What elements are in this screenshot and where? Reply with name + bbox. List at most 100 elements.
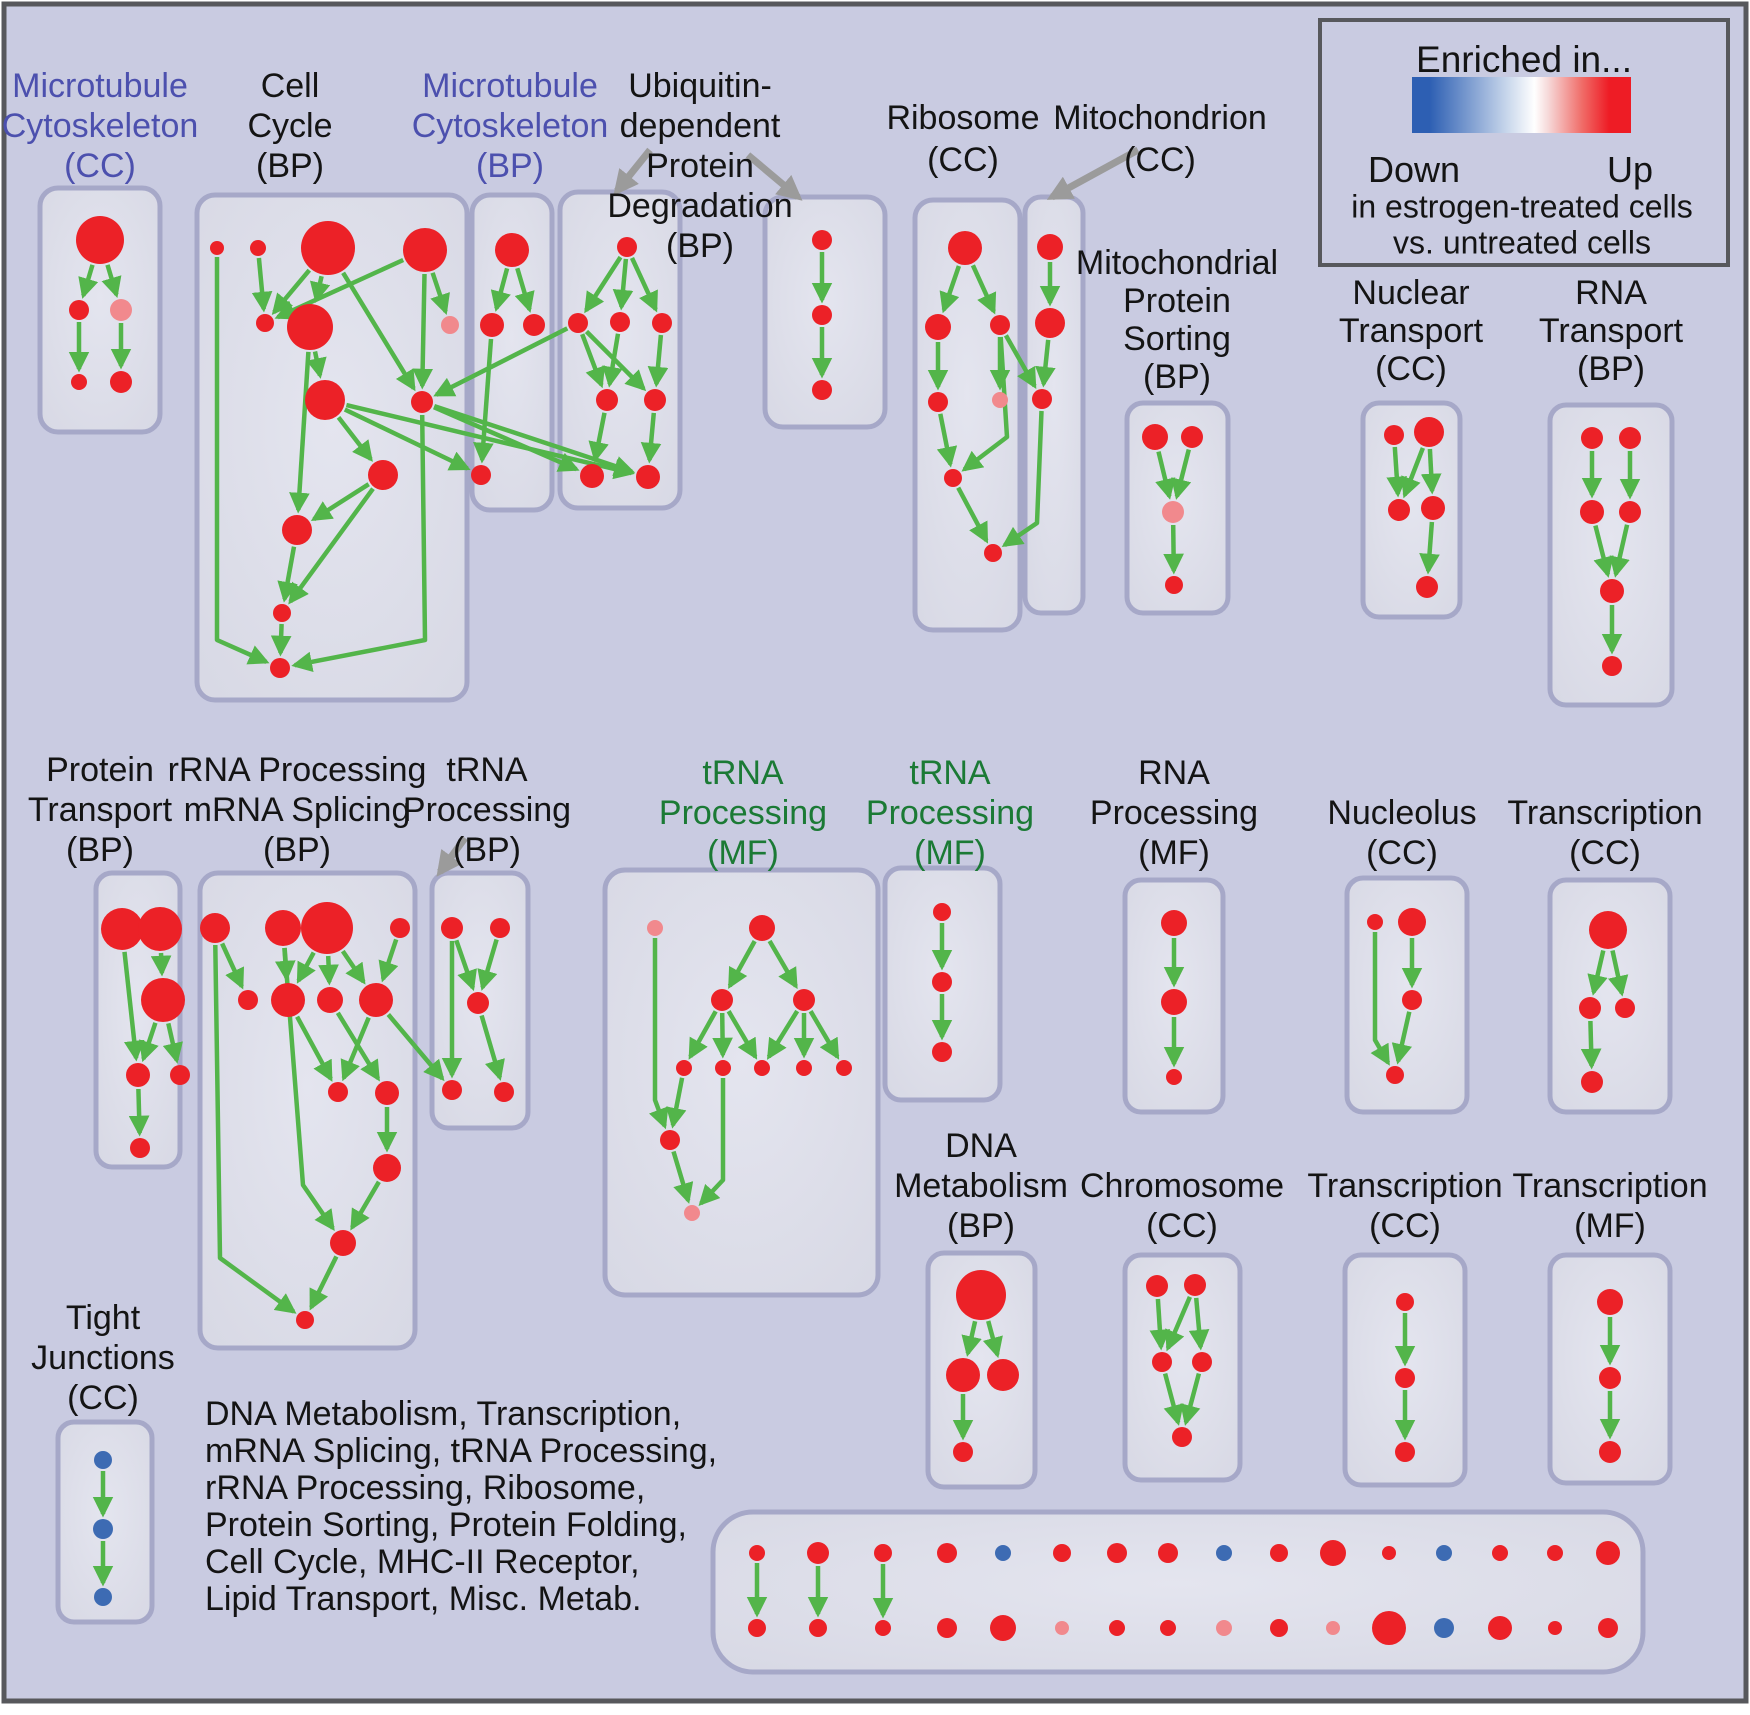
go-term-node-m1 (495, 233, 529, 267)
edge-g2-g3 (1035, 339, 1056, 388)
go-term-node-k5 (170, 1065, 190, 1085)
note-line: Lipid Transport, Misc. Metab. (205, 1580, 642, 1618)
edge-s1-s2 (961, 1320, 982, 1357)
go-term-node-t1 (1146, 1275, 1168, 1297)
go-term-node-w2 (93, 1519, 113, 1539)
edge-k3-k5 (162, 1022, 183, 1064)
group-label-mitochondrion-cc: (CC) (1124, 141, 1196, 179)
edge-b9-b13 (291, 414, 428, 673)
go-term-node-h1 (1142, 424, 1168, 450)
go-term-node-xt2 (807, 1542, 829, 1564)
go-term-node-k6 (130, 1138, 150, 1158)
edge-b8-m4 (343, 407, 471, 471)
group-label-trna-processing-bp: (BP) (453, 831, 521, 869)
go-term-node-k4 (126, 1063, 150, 1087)
go-term-node-l3 (301, 902, 353, 954)
edge-d0-d1 (584, 255, 623, 314)
go-term-node-xt6 (1053, 1544, 1071, 1562)
edge-r1-r3 (1608, 950, 1629, 997)
go-term-node-n5 (676, 1060, 692, 1076)
go-term-node-n7 (754, 1060, 770, 1076)
edge-i2-i3 (1401, 447, 1425, 499)
go-term-node-m3 (523, 314, 545, 336)
merged-terms-note: DNA Metabolism, Transcription, mRNA Spli… (205, 1396, 717, 1618)
go-term-node-m2 (480, 313, 504, 337)
go-term-node-b7 (441, 316, 459, 334)
go-term-node-r1 (1589, 911, 1627, 949)
group-box-trna-processing-mf-large (602, 867, 881, 1298)
edge-n6-n11 (698, 1078, 726, 1207)
go-term-node-k3 (141, 978, 185, 1022)
group-label-protein-transport-bp: Transport (28, 791, 173, 829)
go-term-node-j2 (1619, 427, 1641, 449)
group-label-transcription-cc-bottom: (CC) (1369, 1207, 1441, 1245)
go-term-node-f2 (925, 314, 951, 340)
edge-h1-h3 (1155, 451, 1176, 500)
edge-k2-k3 (150, 952, 172, 977)
go-term-node-t2 (1184, 1274, 1206, 1296)
group-label-ubiquitin-degradation-bp: dependent (620, 107, 781, 145)
edge-b3-b9 (341, 271, 416, 392)
go-term-node-b10 (368, 460, 398, 490)
go-term-node-h4 (1165, 576, 1183, 594)
group-box-mitochondrion-cc (1022, 194, 1086, 616)
go-term-node-o3 (932, 1042, 952, 1062)
group-label-mitochondrial-protein-sorting-bp: Protein (1123, 282, 1231, 320)
go-term-node-o1 (933, 903, 951, 921)
edge-b6-b11 (289, 351, 311, 514)
group-label-transcription-cc-bottom: Transcription (1307, 1167, 1502, 1205)
edge-f4-f6 (936, 413, 958, 468)
note-line: Cell Cycle, MHC-II Receptor, (205, 1543, 640, 1581)
callout-ubiquitin-right-icon (745, 152, 803, 201)
go-term-node-d2 (610, 312, 630, 332)
go-term-node-xt12 (1382, 1546, 1396, 1560)
go-term-node-t5 (1172, 1427, 1192, 1447)
go-term-node-b13 (270, 658, 290, 678)
edge-i1-i3 (1386, 446, 1408, 498)
go-term-node-j4 (1619, 501, 1641, 523)
edge-l3-l8 (340, 949, 366, 985)
edge-b3-b6 (309, 275, 331, 304)
edge-l8-mb1 (386, 1013, 445, 1082)
legend-subtitle-2: vs. untreated cells (1393, 224, 1651, 261)
go-term-node-v2 (1599, 1367, 1621, 1389)
go-term-node-xt7 (1107, 1543, 1127, 1563)
go-term-node-f4 (928, 392, 948, 412)
legend-subtitle-1: in estrogen-treated cells (1351, 188, 1693, 225)
go-term-node-l1 (200, 913, 230, 943)
group-label-cell-cycle-bp: (BP) (256, 147, 324, 185)
go-term-node-l9 (328, 1082, 348, 1102)
go-term-node-xb5 (990, 1615, 1016, 1641)
go-term-node-a1 (76, 216, 124, 264)
edge-b9-d6 (433, 405, 580, 472)
go-term-node-b8 (305, 380, 345, 420)
go-term-node-o2 (932, 972, 952, 992)
go-term-node-d6 (580, 464, 604, 488)
go-term-node-xt11 (1320, 1540, 1346, 1566)
go-term-node-mm (467, 992, 489, 1014)
go-term-node-r3 (1615, 998, 1635, 1018)
go-term-node-u1 (1396, 1293, 1414, 1311)
group-label-ubiquitin-degradation-bp: Ubiquitin- (628, 67, 772, 105)
go-term-node-j5 (1600, 579, 1624, 603)
go-term-node-f6 (944, 469, 962, 487)
go-term-node-a4 (71, 374, 87, 390)
group-label-microtubule-cytoskeleton-bp: (BP) (476, 147, 544, 185)
go-term-node-n4 (793, 989, 815, 1011)
edge-l12-l13 (309, 1255, 339, 1311)
go-term-node-xb11 (1326, 1621, 1340, 1635)
go-term-node-xt14 (1492, 1545, 1508, 1561)
group-label-mitochondrial-protein-sorting-bp: Sorting (1123, 320, 1231, 358)
go-term-node-n1 (647, 920, 663, 936)
go-term-node-xt16 (1596, 1541, 1620, 1565)
go-term-node-i4 (1421, 496, 1445, 520)
group-label-trna-processing-mf-small: (MF) (914, 834, 986, 872)
edge-d1-b9 (433, 326, 569, 397)
go-term-node-r2 (1579, 997, 1601, 1019)
edge-r1-r2 (1587, 949, 1608, 996)
group-label-trna-processing-bp: Processing (403, 791, 571, 829)
group-label-rna-processing-mf: (MF) (1138, 834, 1210, 872)
go-term-node-xt10 (1270, 1544, 1288, 1562)
edge-n4-n9 (808, 1010, 840, 1060)
go-term-node-s4 (953, 1442, 973, 1462)
